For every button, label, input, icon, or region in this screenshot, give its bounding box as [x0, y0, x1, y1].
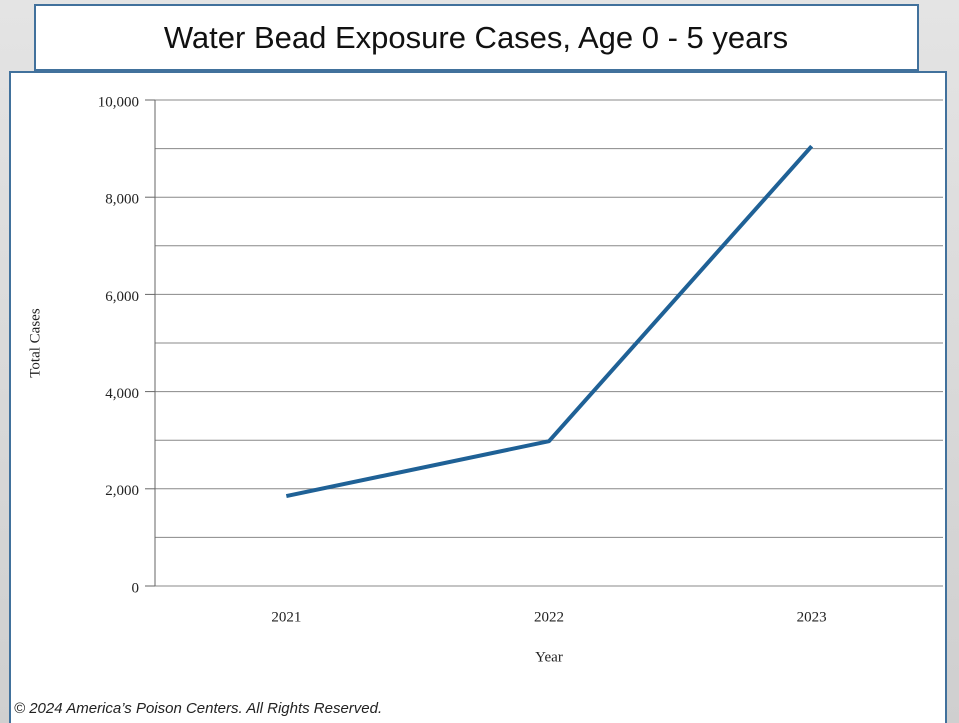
y-tick-label: 2,000	[105, 483, 139, 499]
data-line	[285, 144, 814, 499]
title-box	[34, 4, 919, 71]
chart-panel	[9, 71, 947, 723]
y-tick-label: 6,000	[105, 289, 139, 305]
y-tick-label: 10,000	[98, 94, 139, 110]
y-axis-label: Total Cases	[27, 308, 43, 378]
x-axis-label: Year	[535, 649, 563, 665]
x-tick-label: 2021	[271, 609, 301, 625]
y-tick-label: 8,000	[105, 192, 139, 208]
x-tick-label: 2022	[534, 609, 564, 625]
x-tick-label: 2023	[797, 609, 827, 625]
y-tick-label: 4,000	[105, 386, 139, 402]
footer: © 2024 America’s Poison Centers. All Rig…	[14, 700, 382, 717]
chart-title: Water Bead Exposure Cases, Age 0 - 5 yea…	[164, 20, 788, 55]
y-tick-label: 0	[132, 580, 140, 596]
